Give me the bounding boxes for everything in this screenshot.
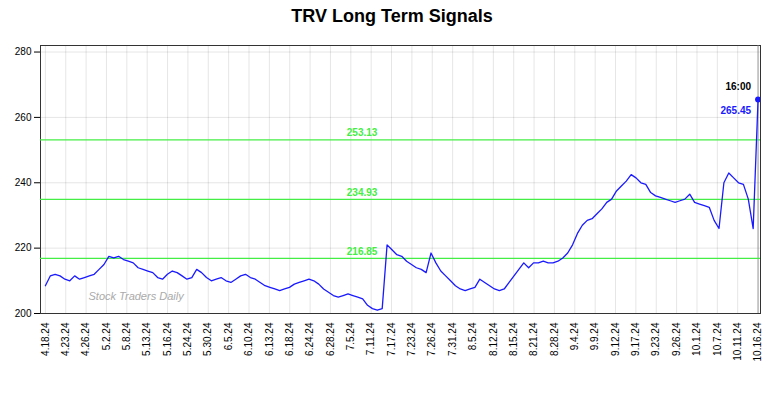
svg-text:10.7.24: 10.7.24 — [712, 322, 723, 356]
svg-text:5.13.24: 5.13.24 — [141, 322, 152, 356]
svg-text:260: 260 — [15, 112, 32, 123]
svg-text:265.45: 265.45 — [720, 105, 751, 116]
svg-text:16:00: 16:00 — [725, 81, 751, 92]
svg-text:9.17.24: 9.17.24 — [630, 322, 641, 356]
svg-text:10.1.24: 10.1.24 — [691, 322, 702, 356]
svg-text:8.5.24: 8.5.24 — [467, 322, 478, 350]
svg-text:240: 240 — [15, 177, 32, 188]
svg-text:7.17.24: 7.17.24 — [386, 322, 397, 356]
svg-text:9.23.24: 9.23.24 — [650, 322, 661, 356]
svg-text:6.18.24: 6.18.24 — [284, 322, 295, 356]
svg-text:9.4.24: 9.4.24 — [569, 322, 580, 350]
svg-text:4.26.24: 4.26.24 — [80, 322, 91, 356]
svg-text:5.8.24: 5.8.24 — [121, 322, 132, 350]
svg-text:9.26.24: 9.26.24 — [671, 322, 682, 356]
svg-text:4.23.24: 4.23.24 — [60, 322, 71, 356]
svg-text:8.28.24: 8.28.24 — [549, 322, 560, 356]
svg-text:6.10.24: 6.10.24 — [243, 322, 254, 356]
svg-text:5.24.24: 5.24.24 — [182, 322, 193, 356]
svg-text:4.18.24: 4.18.24 — [40, 322, 51, 356]
svg-text:5.30.24: 5.30.24 — [202, 322, 213, 356]
svg-text:Stock Traders Daily: Stock Traders Daily — [89, 290, 186, 302]
html-text:TRV Long Term Signals: TRV Long Term Signals — [291, 6, 493, 26]
svg-text:6.28.24: 6.28.24 — [325, 322, 336, 356]
svg-text:200: 200 — [15, 308, 32, 319]
svg-text:234.93: 234.93 — [347, 187, 378, 198]
svg-text:7.11.24: 7.11.24 — [365, 322, 376, 355]
svg-text:216.85: 216.85 — [347, 246, 378, 257]
svg-text:6.24.24: 6.24.24 — [304, 322, 315, 356]
svg-text:10.11.24: 10.11.24 — [732, 322, 743, 361]
svg-text:7.26.24: 7.26.24 — [426, 322, 437, 356]
svg-text:5.2.24: 5.2.24 — [101, 322, 112, 350]
svg-text:8.15.24: 8.15.24 — [508, 322, 519, 356]
svg-text:10.16.24: 10.16.24 — [752, 322, 763, 361]
svg-text:6.5.24: 6.5.24 — [223, 322, 234, 350]
svg-text:8.21.24: 8.21.24 — [528, 322, 539, 356]
svg-text:9.9.24: 9.9.24 — [589, 322, 600, 350]
svg-text:7.23.24: 7.23.24 — [406, 322, 417, 356]
svg-text:280: 280 — [15, 46, 32, 57]
svg-text:253.13: 253.13 — [347, 127, 378, 138]
svg-text:9.12.24: 9.12.24 — [610, 322, 621, 356]
svg-text:8.12.24: 8.12.24 — [488, 322, 499, 356]
svg-text:7.31.24: 7.31.24 — [447, 322, 458, 356]
svg-text:7.5.24: 7.5.24 — [345, 322, 356, 350]
svg-text:220: 220 — [15, 242, 32, 253]
svg-text:6.13.24: 6.13.24 — [264, 322, 275, 356]
svg-text:5.16.24: 5.16.24 — [162, 322, 173, 356]
